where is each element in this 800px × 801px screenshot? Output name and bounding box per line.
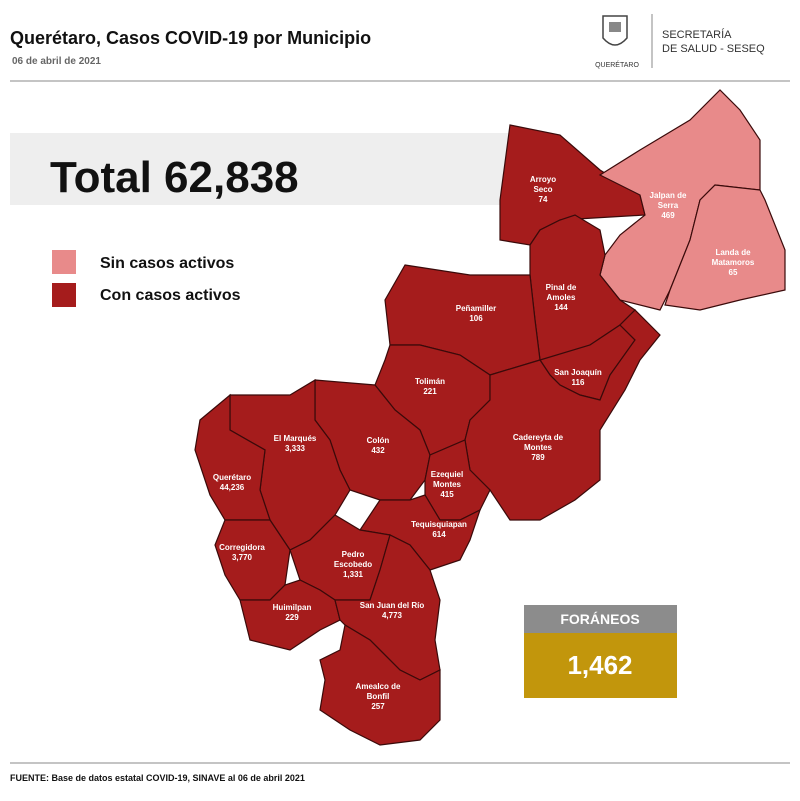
municipality-name: Jalpan de bbox=[650, 191, 687, 200]
municipality-name: Cadereyta de bbox=[513, 433, 564, 442]
region bbox=[664, 184, 786, 311]
legend-label: Con casos activos bbox=[100, 287, 241, 304]
municipality-name: Montes bbox=[524, 443, 553, 452]
municipality-name: Amoles bbox=[547, 293, 576, 302]
legend-swatch bbox=[52, 250, 76, 274]
footer: FUENTE: Base de datos estatal COVID-19, … bbox=[10, 773, 305, 783]
foraneos-label: FORÁNEOS bbox=[560, 611, 639, 627]
municipality-name: Corregidora bbox=[219, 543, 265, 552]
municipality-cases: 116 bbox=[572, 378, 585, 387]
total: Total 62,838 bbox=[50, 153, 299, 202]
municipality-name: Bonfil bbox=[367, 692, 390, 701]
map bbox=[194, 89, 786, 746]
municipality-name: Tequisquiapan bbox=[411, 520, 467, 529]
municipality-cases: 614 bbox=[432, 530, 446, 539]
municipality-name: Pinal de bbox=[546, 283, 577, 292]
legend-swatch bbox=[52, 283, 76, 307]
municipality-cases: 229 bbox=[285, 613, 299, 622]
municipality-name: Matamoros bbox=[712, 258, 755, 267]
municipality-name: Landa de bbox=[715, 248, 751, 257]
municipality-cases: 144 bbox=[554, 303, 568, 312]
municipality-name: Montes bbox=[433, 480, 462, 489]
municipality-cases: 469 bbox=[661, 211, 675, 220]
legend-label: Sin casos activos bbox=[100, 255, 234, 272]
municipality-name: Querétaro bbox=[213, 473, 251, 482]
municipality-name: Pedro bbox=[342, 550, 365, 559]
foraneos-header bbox=[524, 605, 677, 633]
municipality-name: Huimilpan bbox=[273, 603, 312, 612]
total-banner bbox=[10, 133, 540, 205]
municipality-name: Amealco de bbox=[356, 682, 401, 691]
agency-line: SECRETARÍA bbox=[662, 28, 732, 41]
region bbox=[319, 624, 441, 746]
municipality-cases: 415 bbox=[440, 490, 454, 499]
municipality-name: San Juan del Río bbox=[360, 601, 425, 610]
logo: QUERÉTARO bbox=[595, 15, 639, 69]
logo-text: QUERÉTARO bbox=[595, 60, 639, 69]
municipality-cases: 432 bbox=[371, 446, 385, 455]
municipality-name: San Joaquín bbox=[554, 368, 602, 377]
municipality-name: Serra bbox=[658, 201, 679, 210]
foraneos-value: 1,462 bbox=[567, 650, 632, 680]
municipality-cases: 1,331 bbox=[343, 570, 364, 579]
municipality-name: Colón bbox=[367, 436, 390, 445]
municipality-cases: 3,770 bbox=[232, 553, 253, 562]
municipality-cases: 221 bbox=[423, 387, 437, 396]
municipality-name: El Marqués bbox=[274, 434, 317, 443]
municipality-name: Arroyo bbox=[530, 175, 556, 184]
municipality-name: Tolimán bbox=[415, 377, 445, 386]
municipality-name: Escobedo bbox=[334, 560, 372, 569]
municipality-cases: 65 bbox=[729, 268, 738, 277]
municipality-name: Peñamiller bbox=[456, 304, 496, 313]
municipality-name: Seco bbox=[533, 185, 552, 194]
municipality-cases: 4,773 bbox=[382, 611, 403, 620]
foraneos-box bbox=[524, 633, 677, 698]
municipality-cases: 3,333 bbox=[285, 444, 306, 453]
municipality-name: Ezequiel bbox=[431, 470, 463, 479]
municipality-cases: 74 bbox=[539, 195, 548, 204]
municipality-cases: 44,236 bbox=[220, 483, 245, 492]
municipality-cases: 257 bbox=[371, 702, 385, 711]
agency-line: DE SALUD - SESEQ bbox=[662, 43, 765, 55]
title: Querétaro, Casos COVID-19 por Municipio bbox=[10, 28, 371, 48]
municipality-cases: 106 bbox=[469, 314, 483, 323]
date: 06 de abril de 2021 bbox=[12, 56, 101, 67]
municipality-cases: 789 bbox=[531, 453, 545, 462]
